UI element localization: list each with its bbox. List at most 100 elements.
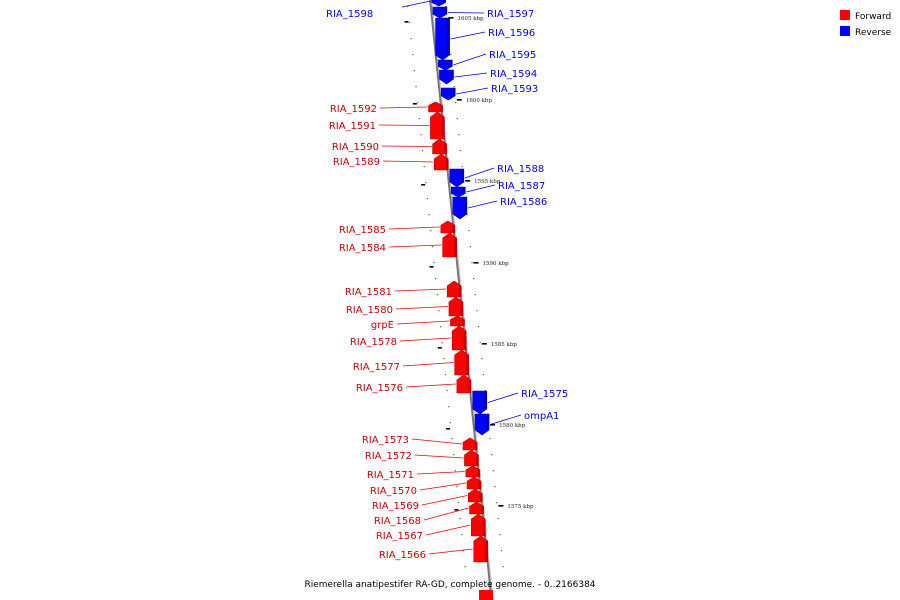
guide-dot <box>453 86 455 88</box>
leader-line <box>416 471 465 475</box>
gene-shade <box>443 0 446 3</box>
gene-label-forward: RIA_1566 <box>379 550 426 561</box>
gene-label-forward: RIA_1567 <box>376 531 423 542</box>
guide-dot <box>482 374 485 376</box>
leader-line <box>464 167 495 179</box>
leader-line <box>394 288 447 292</box>
gene-shade <box>482 519 486 536</box>
guide-dot <box>433 262 435 264</box>
guide-dot <box>435 278 437 280</box>
guide-dot <box>410 38 412 40</box>
gene-shade <box>450 70 454 80</box>
tick-label: 1600 kbp <box>466 98 493 104</box>
guide-dot <box>431 246 433 248</box>
gene-label-reverse: RIA_1596 <box>488 28 535 39</box>
guide-dot <box>461 166 463 168</box>
gene-shade <box>464 197 467 214</box>
leader-line <box>456 87 489 95</box>
gene-label-reverse: RIA_1586 <box>500 197 547 208</box>
leader-line <box>450 31 486 40</box>
guide-dot <box>466 582 468 584</box>
tick-mark <box>446 428 451 430</box>
gene-shade <box>440 105 443 112</box>
gene-label-reverse: RIA_1597 <box>487 9 534 20</box>
gene-label-reverse: RIA_1588 <box>497 164 544 175</box>
gene-label-reverse: RIA_1594 <box>490 69 537 80</box>
tick-mark <box>481 343 487 345</box>
guide-dot <box>420 134 422 136</box>
leader-line <box>381 145 432 147</box>
legend-forward-swatch <box>840 10 850 20</box>
tick-mark <box>456 99 462 101</box>
tick-label: 1580 kbp <box>499 423 526 429</box>
backbone-dots <box>407 6 506 584</box>
guide-dot <box>439 326 442 328</box>
gene-label-forward: RIA_1568 <box>374 516 421 527</box>
gene-shade <box>461 319 465 326</box>
gene-label-forward: RIA_1569 <box>372 501 419 512</box>
tick-mark <box>454 509 459 511</box>
guide-dot <box>462 550 465 552</box>
leader-line <box>378 124 430 126</box>
tick-label: 1605 kbp <box>457 16 484 22</box>
gene-shade <box>479 493 483 502</box>
leader-line <box>395 306 448 310</box>
guide-dot <box>445 6 447 8</box>
leader-line <box>428 548 473 555</box>
tick-mark <box>498 505 504 507</box>
gene-label-forward: RIA_1571 <box>367 470 414 481</box>
gene-shade <box>475 455 479 466</box>
gene-label-forward: RIA_1589 <box>333 157 380 168</box>
gene-shade <box>460 302 463 316</box>
guide-dot <box>438 310 440 312</box>
gene-label-forward: RIA_1592 <box>330 104 377 115</box>
guide-dot <box>455 102 457 104</box>
gene-label-forward: RIA_1573 <box>362 435 409 446</box>
guide-dot <box>441 342 443 344</box>
leader-line <box>487 392 519 403</box>
gene-label-forward: grpE <box>371 320 394 331</box>
gene-shade <box>481 506 484 514</box>
leader-line <box>379 106 428 109</box>
guide-dot <box>456 118 458 120</box>
gene-label-forward: RIA_1584 <box>339 243 386 254</box>
gene-shade <box>452 225 455 233</box>
gene-shade <box>463 331 467 350</box>
gene-shade <box>468 380 471 393</box>
guide-dot <box>479 342 481 344</box>
guide-dot <box>473 278 475 280</box>
guide-dot <box>415 86 417 88</box>
reverse-gene <box>431 0 447 7</box>
gene-shade <box>486 414 490 430</box>
tick-mark <box>429 266 434 268</box>
guide-dot <box>456 486 458 488</box>
gene-label-forward: RIA_1581 <box>345 287 392 298</box>
guide-dot <box>489 438 491 440</box>
tick-label: 1590 kbp <box>483 261 510 267</box>
guide-dot <box>469 246 471 248</box>
gene-label-reverse: ompA1 <box>524 411 559 422</box>
gene-shade <box>477 469 480 477</box>
gene-shade <box>445 159 449 170</box>
tick-mark <box>412 103 417 105</box>
guide-dot <box>436 294 438 296</box>
genome-caption: Riemerella anatipestifer RA-GD, complete… <box>304 580 595 590</box>
guide-dot <box>468 230 470 232</box>
gene-label-forward: RIA_1590 <box>332 142 379 153</box>
tick-label: 1595 kbp <box>474 179 501 185</box>
leader-line <box>454 72 488 78</box>
guide-dot <box>504 582 506 584</box>
guide-dot <box>418 118 420 120</box>
leader-line <box>467 200 498 209</box>
leader-line <box>447 12 485 14</box>
guide-dot <box>502 566 504 568</box>
tick-label: 1575 kbp <box>507 504 534 510</box>
tick-mark <box>404 21 409 23</box>
leader-line <box>402 362 454 367</box>
gene-shade <box>452 88 456 96</box>
guide-dot <box>463 182 465 184</box>
guide-dot <box>459 518 461 520</box>
guide-dot <box>471 262 473 264</box>
leader-line <box>388 244 442 248</box>
gene-label-reverse: RIA_1593 <box>491 84 538 95</box>
